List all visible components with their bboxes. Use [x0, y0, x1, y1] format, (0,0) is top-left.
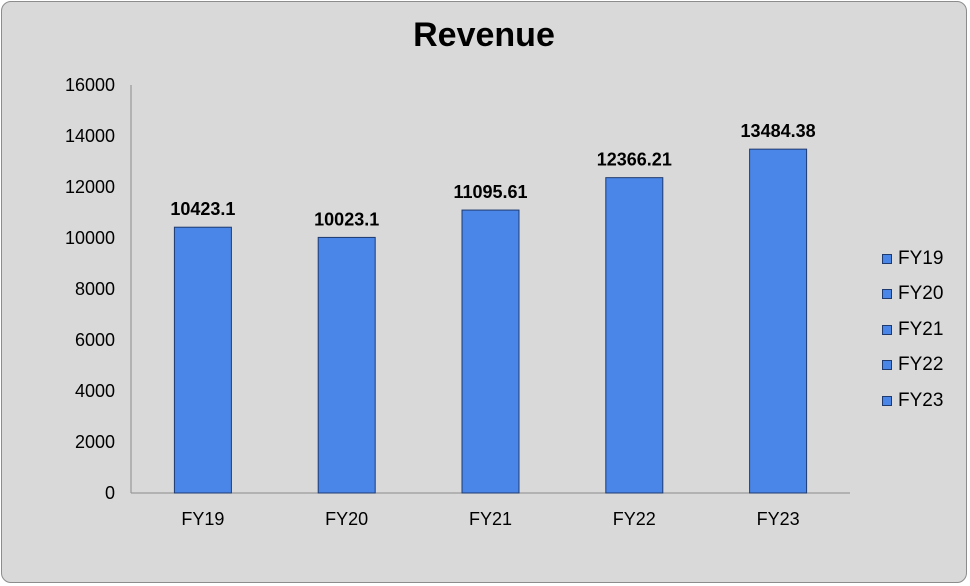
bar-fy20 — [317, 236, 376, 494]
y-tick-label: 2000 — [75, 432, 115, 452]
legend-swatch — [882, 324, 892, 335]
x-tick-label: FY22 — [613, 509, 656, 529]
legend-label: FY19 — [898, 247, 944, 269]
legend-swatch — [882, 253, 892, 264]
legend-swatch — [882, 395, 892, 406]
x-tick-label: FY20 — [325, 509, 368, 529]
x-tick-label: FY23 — [757, 509, 800, 529]
bar-fy23 — [749, 148, 808, 494]
y-tick-label: 14000 — [65, 126, 115, 146]
data-label-fy20: 10023.1 — [314, 209, 379, 229]
legend-label: FY20 — [898, 283, 944, 305]
x-tick-label: FY21 — [469, 509, 512, 529]
y-tick-label: 12000 — [65, 177, 115, 197]
legend-label: FY23 — [898, 389, 944, 411]
legend-item: FY22 — [882, 348, 943, 384]
data-label-fy19: 10423.1 — [170, 199, 235, 219]
x-tick-label: FY19 — [181, 509, 224, 529]
y-tick-label: 10000 — [65, 228, 115, 248]
legend-item: FY23 — [882, 383, 943, 419]
data-label-fy21: 11095.61 — [453, 182, 527, 202]
bar-fy21 — [461, 209, 520, 494]
legend-item: FY20 — [882, 277, 943, 313]
bars — [173, 148, 808, 494]
y-tick-label: 16000 — [65, 75, 115, 95]
legend: FY19 FY20 FY21 FY22 FY23 — [882, 241, 943, 419]
bar-fy19 — [173, 226, 232, 494]
x-tick-labels: FY19 FY20 FY21 FY22 FY23 — [181, 509, 799, 529]
legend-item: FY19 — [882, 241, 943, 277]
bar-fy22 — [605, 177, 664, 494]
chart-title: Revenue — [413, 16, 555, 54]
data-label-fy22: 12366.21 — [597, 150, 672, 170]
y-tick-labels: 0 2000 4000 6000 8000 10000 12000 14000 16000 — [65, 75, 115, 503]
legend-label: FY22 — [898, 354, 944, 376]
y-tick-label: 4000 — [75, 381, 115, 401]
y-tick-label: 8000 — [75, 279, 115, 299]
y-tick-label: 0 — [105, 483, 115, 503]
data-labels: 10423.1 10023.1 11095.61 12366.21 13484.38 — [170, 121, 815, 229]
data-label-fy23: 13484.38 — [741, 121, 816, 141]
legend-item: FY21 — [882, 312, 943, 348]
legend-swatch — [882, 289, 892, 300]
legend-label: FY21 — [898, 318, 944, 340]
y-tick-label: 6000 — [75, 330, 115, 350]
legend-swatch — [882, 360, 892, 371]
